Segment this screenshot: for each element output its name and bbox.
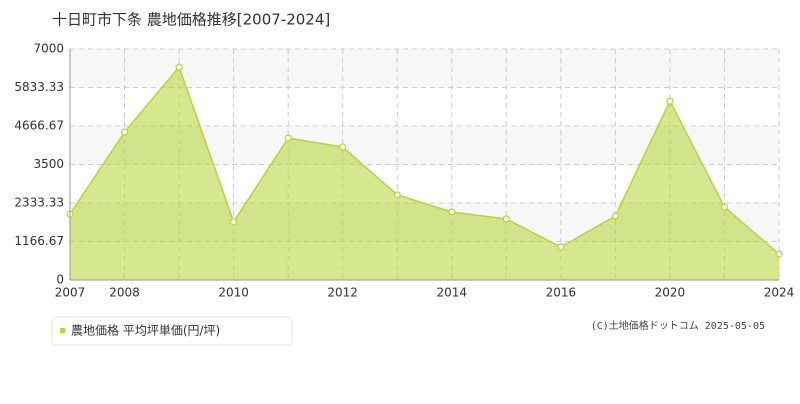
point — [175, 63, 183, 71]
point — [502, 215, 510, 223]
point — [775, 250, 783, 258]
point — [230, 218, 238, 226]
y-tick-label: 4666.67 — [14, 118, 64, 132]
x-tick-label: 2020 — [655, 286, 686, 300]
x-tick-label: 2024 — [764, 286, 795, 300]
x-tick-label: 2016 — [546, 286, 577, 300]
point — [448, 208, 456, 216]
area — [70, 67, 779, 281]
chart-title: 十日町市下条 農地価格推移[2007-2024] — [52, 11, 330, 29]
point — [720, 203, 729, 211]
point — [284, 134, 292, 142]
grid-band — [70, 49, 779, 88]
point — [666, 97, 674, 105]
x-tick-label: 2008 — [109, 286, 140, 300]
x-tick-label: 2012 — [327, 286, 358, 300]
line — [69, 65, 780, 255]
point — [393, 191, 401, 199]
point — [557, 243, 565, 251]
legend-box — [51, 316, 293, 346]
x-tick-label: 2014 — [436, 286, 467, 300]
legend-label: 農地価格 平均坪単価(円/坪) — [71, 323, 220, 338]
point — [339, 143, 347, 151]
point — [611, 212, 619, 220]
y-tick-label: 7000 — [33, 42, 64, 56]
y-tick-label: 3500 — [33, 157, 64, 171]
y-tick-label: 1166.67 — [14, 234, 64, 248]
y-tick-label: 2333.33 — [14, 196, 64, 210]
legend-swatch — [60, 328, 65, 333]
y-tick-label: 5833.33 — [14, 80, 64, 94]
x-tick-label: 2010 — [218, 286, 249, 300]
x-tick-label: 2007 — [55, 286, 86, 300]
source: (C)土地価格ドットコム 2025-05-05 — [591, 319, 765, 332]
y-tick-label: 0 — [56, 273, 64, 287]
point — [120, 128, 129, 136]
